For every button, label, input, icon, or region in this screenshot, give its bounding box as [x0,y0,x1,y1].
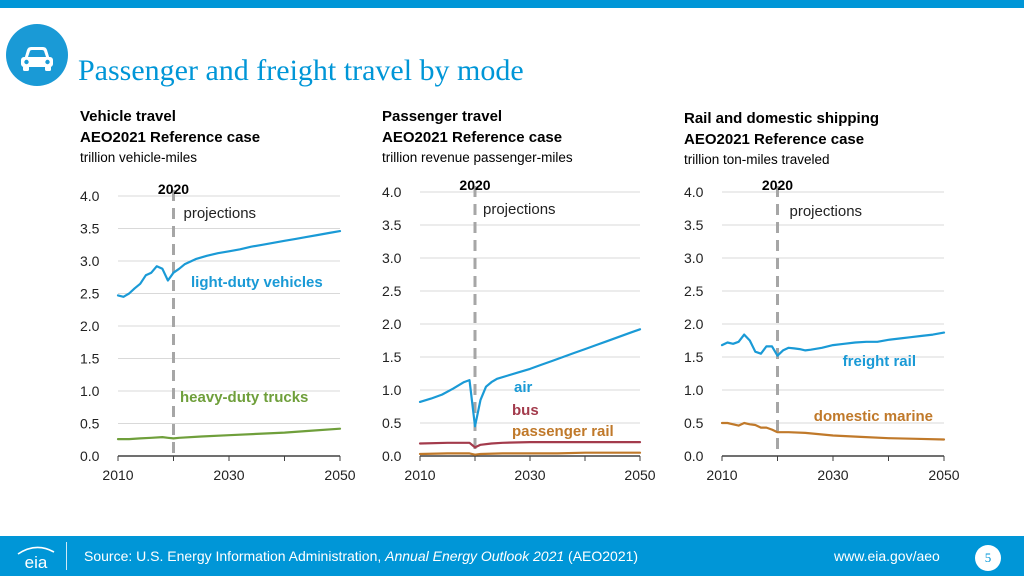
footer-bar: Source: U.S. Energy Information Administ… [0,536,1024,576]
series-line-air [418,328,642,428]
source-suffix: (AEO2021) [564,548,639,564]
footer-divider [66,542,67,570]
x-tick-label: 2030 [514,467,545,483]
y-tick-label: 2.5 [684,283,704,299]
y-tick-label: 4.0 [382,184,402,200]
y-tick-label: 3.5 [80,221,100,237]
series-label: air [514,379,533,396]
projection-year-label: 2020 [158,181,189,197]
y-tick-label: 0.0 [684,448,704,464]
page-title: Passenger and freight travel by mode [78,54,524,87]
x-tick-label: 2010 [102,467,133,483]
y-tick-label: 4.0 [684,184,704,200]
y-tick-label: 3.0 [80,253,100,269]
page-number: 5 [975,545,1001,571]
y-tick-label: 0.0 [80,448,100,464]
y-tick-label: 2.0 [684,316,704,332]
eia-logo-text: eia [25,553,48,572]
y-tick-label: 1.5 [684,349,704,365]
y-tick-label: 1.5 [382,349,402,365]
series-line-passenger-rail [418,451,642,456]
panel-units: trillion revenue passenger-miles [382,150,573,165]
y-tick-label: 1.0 [80,383,100,399]
panel-header-vehicle: Vehicle travel AEO2021 Reference case tr… [80,107,260,169]
series-line-bus [418,441,642,449]
panel-subtitle: AEO2021 Reference case [684,130,865,148]
projections-label: projections [184,205,257,222]
series-label: heavy-duty trucks [180,389,308,406]
y-tick-label: 1.5 [80,351,100,367]
car-icon [6,24,68,86]
projection-year-label: 2020 [459,177,490,193]
x-tick-label: 2050 [624,467,655,483]
x-tick-label: 2010 [706,467,737,483]
top-accent-bar [0,0,1024,8]
y-tick-label: 4.0 [80,188,100,204]
series-label: domestic marine [814,408,933,425]
x-tick-label: 2030 [213,467,244,483]
y-tick-label: 0.5 [80,416,100,432]
panel-title: Vehicle travel [80,108,176,125]
projections-label: projections [483,201,556,218]
panel-header-rail: Rail and domestic shipping AEO2021 Refer… [684,109,879,171]
panel-title: Passenger travel [382,108,503,125]
y-tick-label: 2.5 [382,283,402,299]
eia-logo: eia [17,546,55,572]
panel-units: trillion ton-miles traveled [684,152,830,167]
y-tick-label: 3.5 [382,217,402,233]
series-label: freight rail [843,353,916,370]
x-tick-label: 2010 [404,467,435,483]
x-tick-label: 2050 [928,467,959,483]
panel-subtitle: AEO2021 Reference case [382,128,563,146]
projections-label: projections [790,203,863,220]
y-tick-label: 3.0 [382,250,402,266]
source-title: Annual Energy Outlook 2021 [385,548,565,564]
y-tick-label: 0.5 [382,415,402,431]
y-tick-label: 1.0 [684,382,704,398]
projection-year-label: 2020 [762,177,793,193]
series-label: passenger rail [512,423,614,440]
series-line-domestic-marine [720,421,946,441]
x-tick-label: 2050 [324,467,355,483]
y-tick-label: 0.5 [684,415,704,431]
y-tick-label: 2.0 [80,318,100,334]
panel-header-passenger: Passenger travel AEO2021 Reference case … [382,107,573,169]
series-line-freight-rail [720,331,946,357]
source-prefix: Source: U.S. Energy Information Administ… [84,548,386,564]
footer-url-link[interactable]: www.eia.gov/aeo [834,548,940,564]
series-label: bus [512,402,539,419]
y-tick-label: 1.0 [382,382,402,398]
y-tick-label: 3.0 [684,250,704,266]
panel-subtitle: AEO2021 Reference case [80,128,261,146]
x-tick-label: 2030 [817,467,848,483]
y-tick-label: 0.0 [382,448,402,464]
panel-title: Rail and domestic shipping [684,110,880,127]
y-tick-label: 2.5 [80,286,100,302]
source-note: Source: U.S. Energy Information Administ… [84,548,638,564]
series-line-light-duty-vehicles [116,230,342,298]
y-tick-label: 3.5 [684,217,704,233]
series-label: light-duty vehicles [191,274,323,291]
y-tick-label: 2.0 [382,316,402,332]
series-line-heavy-duty-trucks [116,427,342,441]
panel-units: trillion vehicle-miles [80,150,198,165]
